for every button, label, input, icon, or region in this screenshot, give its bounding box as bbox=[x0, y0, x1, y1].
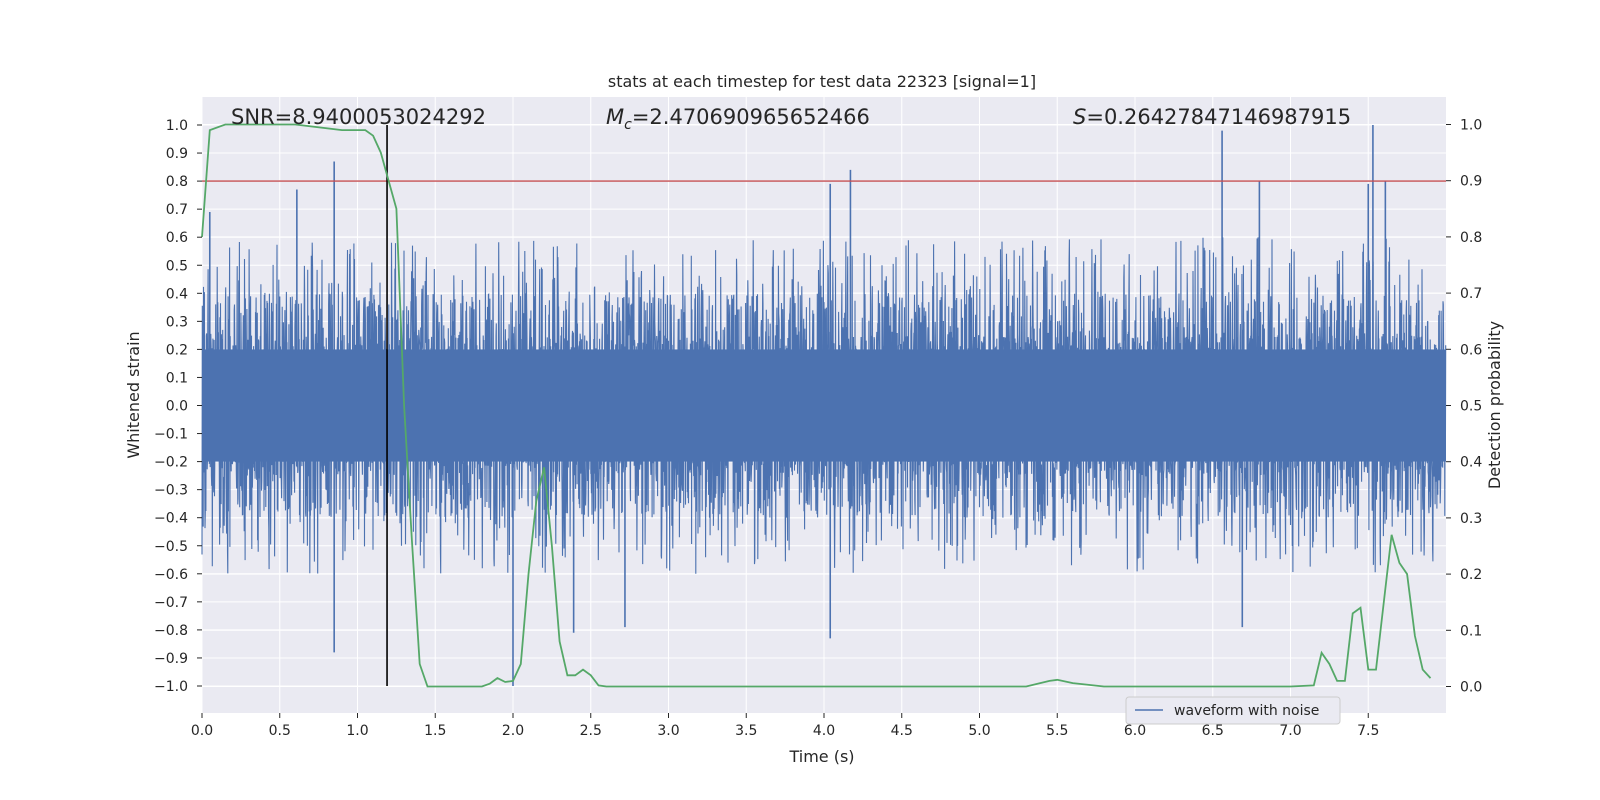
x-tick-label: 3.0 bbox=[657, 723, 679, 739]
y-axis-ticks: −1.0 −0.9 −0.8 −0.7 −0.6 −0.5 −0.4 −0.3 −0.2 −0.1… bbox=[154, 118, 202, 695]
annotation-mc: Mc=2.470690965652466 bbox=[606, 105, 870, 133]
annotation-s: S=0.26427847146987915 bbox=[1073, 105, 1351, 129]
x-tick-label: 7.0 bbox=[1279, 723, 1301, 739]
y-tick-label: 0.5 bbox=[166, 258, 188, 274]
legend-label: waveform with noise bbox=[1174, 703, 1319, 719]
x-tick-label: 4.5 bbox=[891, 723, 913, 739]
series-waveform-with-noise bbox=[201, 125, 1447, 686]
y-tick-label: 0.4 bbox=[166, 286, 188, 302]
y-tick-label: −0.9 bbox=[154, 651, 188, 667]
y-tick-label: −0.3 bbox=[154, 483, 188, 499]
x-axis-label: Time (s) bbox=[788, 747, 854, 766]
y-tick-label: −0.8 bbox=[154, 623, 188, 639]
y-tick-label: 0.3 bbox=[166, 314, 188, 330]
waveform-core-band bbox=[202, 349, 1446, 462]
y-right-tick-label: 1.0 bbox=[1460, 118, 1482, 134]
x-tick-label: 7.5 bbox=[1357, 723, 1379, 739]
y-right-tick-label: 0.3 bbox=[1460, 511, 1482, 527]
y-right-tick-label: 0.5 bbox=[1460, 399, 1482, 415]
y-right-tick-label: 0.4 bbox=[1460, 455, 1482, 471]
y-tick-label: −0.4 bbox=[154, 511, 188, 527]
x-tick-label: 5.5 bbox=[1046, 723, 1068, 739]
annotation-mc-symbol: M bbox=[606, 105, 624, 129]
annotation-mc-subscript: c bbox=[624, 117, 632, 133]
x-tick-label: 6.0 bbox=[1124, 723, 1146, 739]
x-axis-ticks: 0.0 0.5 1.0 1.5 2.0 2.5 3.0 3.5 4.0 4.5 5.0 5.5 6.0 6… bbox=[191, 713, 1379, 739]
y-right-tick-label: 0.0 bbox=[1460, 680, 1482, 696]
y-right-tick-label: 0.7 bbox=[1460, 286, 1482, 302]
y-tick-label: 0.0 bbox=[166, 399, 188, 415]
x-tick-label: 0.5 bbox=[269, 723, 291, 739]
y-tick-label: 0.1 bbox=[166, 370, 188, 386]
y-right-tick-label: 0.1 bbox=[1460, 623, 1482, 639]
y-right-tick-label: 0.9 bbox=[1460, 174, 1482, 190]
y-right-axis-label: Detection probability bbox=[1485, 321, 1504, 489]
y-tick-label: 0.2 bbox=[166, 342, 188, 358]
x-tick-label: 2.5 bbox=[580, 723, 602, 739]
annotation-snr: SNR=8.9400053024292 bbox=[231, 105, 486, 129]
x-tick-label: 5.0 bbox=[968, 723, 990, 739]
x-tick-label: 4.0 bbox=[813, 723, 835, 739]
chart-title: stats at each timestep for test data 223… bbox=[608, 72, 1036, 91]
x-tick-label: 1.0 bbox=[346, 723, 368, 739]
y-right-tick-label: 0.6 bbox=[1460, 342, 1482, 358]
y-right-tick-label: 0.2 bbox=[1460, 567, 1482, 583]
y-tick-label: −0.6 bbox=[154, 567, 188, 583]
y-tick-label: 1.0 bbox=[166, 118, 188, 134]
y-tick-label: 0.9 bbox=[166, 146, 188, 162]
x-tick-label: 1.5 bbox=[424, 723, 446, 739]
annotation-mc-value: =2.470690965652466 bbox=[632, 105, 870, 129]
y-tick-label: −0.1 bbox=[154, 427, 188, 443]
y-tick-label: −0.5 bbox=[154, 539, 188, 555]
y-right-tick-label: 0.8 bbox=[1460, 230, 1482, 246]
annotation-s-symbol: S bbox=[1073, 105, 1086, 129]
x-tick-label: 6.5 bbox=[1202, 723, 1224, 739]
y-tick-label: 0.8 bbox=[166, 174, 188, 190]
detection-probability-line bbox=[201, 123, 1432, 688]
y-tick-label: −0.7 bbox=[154, 595, 188, 611]
y-tick-label: −0.2 bbox=[154, 455, 188, 471]
legend-box bbox=[1125, 696, 1341, 725]
y-tick-label: 0.6 bbox=[166, 230, 188, 246]
x-tick-label: 0.0 bbox=[191, 723, 213, 739]
y-tick-label: 0.7 bbox=[166, 202, 188, 218]
y-axis-label: Whitened strain bbox=[124, 331, 143, 458]
overlays bbox=[201, 123, 1446, 688]
y-right-axis-ticks: 0.0 0.1 0.2 0.3 0.4 0.5 0.6 0.7 0.8 0.9 1.0 bbox=[1446, 118, 1482, 696]
x-tick-label: 3.5 bbox=[735, 723, 757, 739]
legend: waveform with noise bbox=[1125, 696, 1341, 725]
y-tick-label: −1.0 bbox=[154, 679, 188, 695]
x-tick-label: 2.0 bbox=[502, 723, 524, 739]
annotation-s-value: =0.26427847146987915 bbox=[1086, 105, 1351, 129]
